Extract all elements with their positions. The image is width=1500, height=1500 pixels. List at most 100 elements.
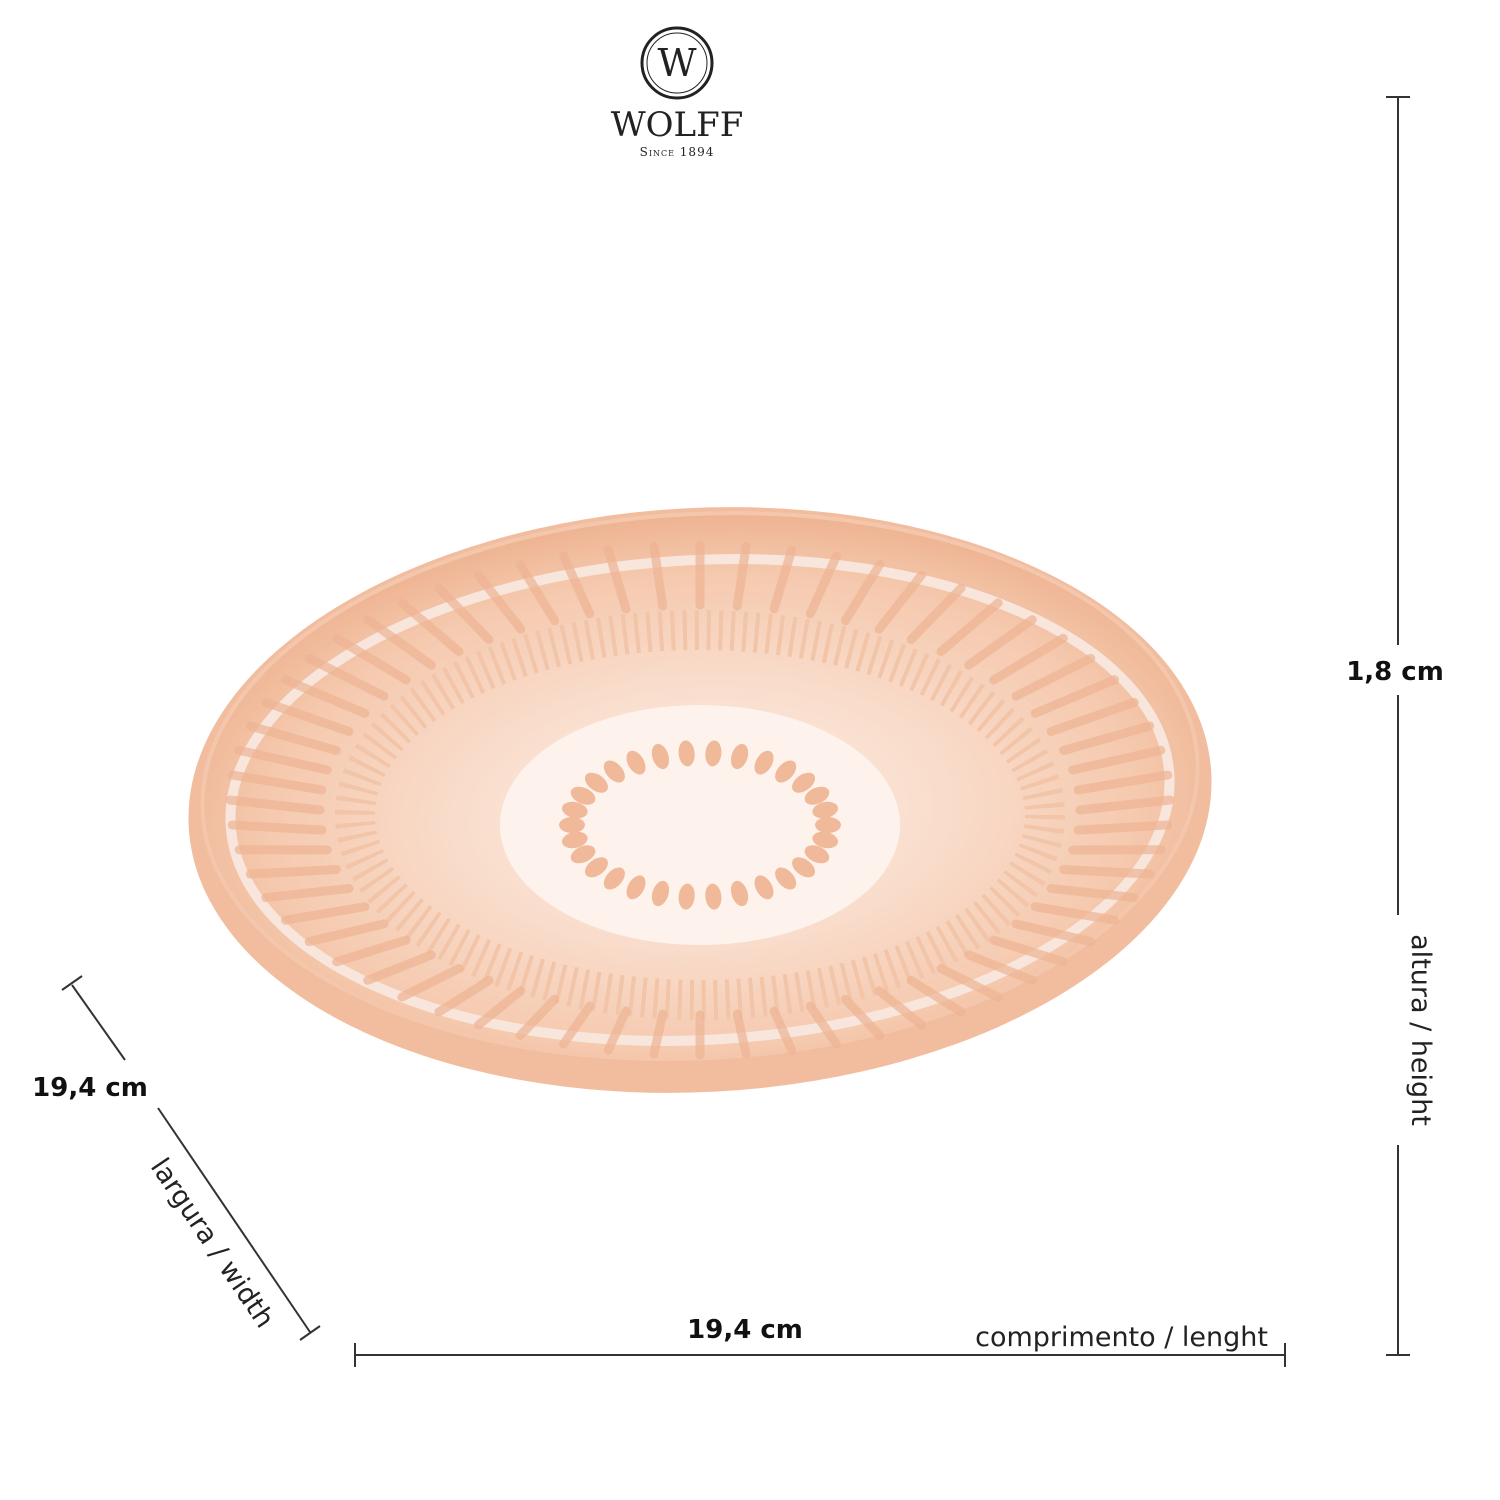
plate-spoke	[603, 1006, 631, 1055]
plate-oval	[678, 740, 695, 767]
width-value: 19,4 cm	[32, 1073, 148, 1103]
plate-spoke	[434, 583, 494, 645]
logo-brand: WOLFF	[611, 105, 744, 145]
plate-spoke	[732, 541, 751, 611]
plate-oval	[626, 875, 646, 900]
plate-spoke	[1030, 675, 1120, 718]
plate-center	[500, 705, 900, 945]
plate-oval	[570, 845, 596, 864]
plate-spoke	[227, 770, 327, 795]
plate-spoke	[1068, 745, 1166, 775]
plate-spoke	[840, 559, 885, 626]
plate-spoke	[234, 745, 332, 775]
plate-dots	[335, 610, 1065, 1020]
plate-oval	[559, 817, 585, 833]
plate-oval	[804, 786, 830, 805]
logo-since: Since 1894	[640, 145, 715, 159]
plate-oval	[561, 831, 588, 849]
plate-oval	[678, 883, 695, 910]
dimension-tick	[61, 975, 83, 991]
plate-spoke	[1073, 820, 1173, 835]
height-dimension: 1,8 cm altura / height	[1346, 96, 1444, 1356]
plate-spoke	[332, 935, 411, 967]
plate-oval	[730, 880, 749, 907]
plate-spoke	[1075, 795, 1175, 815]
plate-oval	[812, 801, 839, 819]
plate-spoke	[1073, 770, 1173, 795]
length-label: comprimento / lenght	[975, 1322, 1268, 1353]
plate-oval	[705, 883, 722, 910]
plate-spoke	[649, 1009, 668, 1059]
plate-spoke	[906, 583, 966, 645]
plate-spoke	[397, 598, 464, 657]
length-dimension: 19,4 cm comprimento / lenght	[354, 1315, 1286, 1367]
plate-spoke	[515, 994, 560, 1041]
plate-spoke	[397, 963, 464, 1002]
logo-mark: W	[657, 41, 696, 85]
plate-oval	[561, 801, 588, 819]
plate-spoke	[1011, 919, 1096, 947]
plate-spoke	[280, 675, 370, 718]
plate-spoke	[304, 919, 389, 947]
plate-spoke	[304, 653, 389, 701]
plate-oval	[626, 750, 646, 775]
plate-spoke	[559, 1001, 595, 1049]
plate-oval	[603, 760, 625, 783]
length-value: 19,4 cm	[687, 1315, 803, 1345]
plate-spoke	[906, 975, 966, 1017]
plate-oval	[570, 786, 596, 805]
plate-spoke	[515, 559, 560, 626]
height-label: altura / height	[1405, 934, 1436, 1126]
plate-spoke	[280, 902, 370, 925]
plate-spoke	[363, 950, 436, 985]
plate-spoke	[936, 963, 1003, 1002]
plate-spoke	[473, 570, 526, 634]
plate-oval	[804, 845, 830, 864]
plate-spoke	[434, 975, 494, 1017]
plate-spoke	[1030, 902, 1120, 925]
plate-spoke	[964, 615, 1037, 670]
plate-spoke	[989, 935, 1068, 967]
plate-spoke	[649, 541, 668, 611]
plate-oval	[584, 857, 608, 878]
plate-oval	[651, 743, 670, 770]
plate-spoke	[473, 986, 526, 1030]
plate-spoke	[261, 883, 354, 903]
plate-spoke	[964, 950, 1037, 985]
logo: W WOLFF Since 1894	[611, 26, 744, 159]
plate-spoke	[332, 633, 411, 685]
plate-oval	[754, 750, 774, 775]
logo-ring	[640, 26, 714, 100]
plate-oval	[812, 831, 839, 849]
plate-spoke	[1059, 865, 1155, 879]
plate-oval	[815, 817, 841, 833]
plate-spoke	[805, 1001, 841, 1049]
plate-spoke	[245, 865, 341, 879]
plate-oval	[775, 760, 797, 783]
plate-oval	[775, 867, 797, 890]
dimension-line	[157, 1107, 311, 1333]
plate-spoke	[261, 697, 354, 737]
plate-oval	[705, 740, 722, 767]
plate-spoke	[840, 994, 885, 1041]
plate-oval	[584, 772, 608, 793]
plate-spoke	[1046, 883, 1139, 903]
plate-spoke	[603, 545, 631, 614]
plate-spoke	[769, 1006, 797, 1055]
plate-spoke	[936, 598, 1003, 657]
plate-oval	[651, 880, 670, 907]
plate-spoke	[805, 551, 841, 619]
plate-spoke	[732, 1009, 751, 1059]
plate-spoke	[363, 615, 436, 670]
plate-spoke	[225, 795, 325, 815]
plate-oval	[730, 743, 749, 770]
height-value: 1,8 cm	[1346, 657, 1444, 687]
width-label: largura / width	[144, 1153, 280, 1334]
plate-spoke	[1046, 697, 1139, 737]
plate-spoke	[874, 570, 927, 634]
plate-spoke	[874, 986, 927, 1030]
plate-oval	[792, 857, 816, 878]
plate-spoke	[559, 551, 595, 619]
dimension-tick	[299, 1325, 321, 1341]
